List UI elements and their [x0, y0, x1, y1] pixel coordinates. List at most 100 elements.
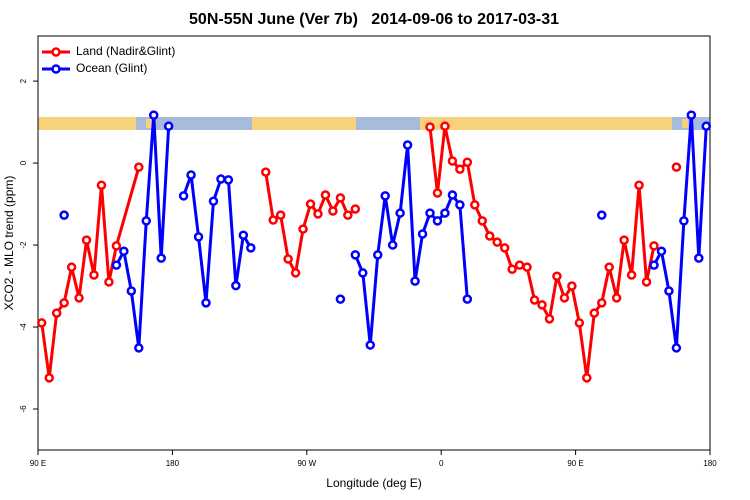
- data-point: [440, 121, 450, 131]
- data-point: [649, 260, 659, 270]
- data-point: [664, 286, 674, 296]
- land-band: [252, 117, 356, 130]
- data-point: [343, 210, 353, 220]
- data-point: [305, 199, 316, 209]
- data-point: [432, 188, 443, 198]
- data-point: [134, 162, 144, 172]
- data-point: [268, 215, 278, 225]
- data-point: [552, 271, 562, 281]
- data-point: [462, 294, 473, 304]
- land-band: [682, 119, 688, 128]
- data-point: [402, 140, 413, 150]
- x-tick-label: 90 E: [30, 459, 46, 468]
- data-point: [223, 175, 234, 185]
- data-point: [186, 170, 196, 180]
- data-point: [328, 206, 338, 216]
- data-point: [89, 270, 99, 280]
- data-point: [484, 231, 495, 241]
- series-line: [652, 115, 708, 349]
- data-point: [148, 110, 159, 120]
- data-point: [499, 243, 510, 253]
- data-point: [432, 216, 443, 226]
- data-point: [544, 314, 555, 324]
- data-point: [350, 204, 361, 214]
- data-point: [163, 121, 174, 131]
- land-ocean-strip: [38, 117, 710, 130]
- data-point: [686, 110, 697, 120]
- data-point: [582, 373, 592, 383]
- x-tick-label: 90 W: [297, 459, 316, 468]
- data-point: [492, 237, 502, 247]
- data-point: [246, 243, 256, 253]
- data-point: [119, 246, 129, 256]
- data-point: [358, 268, 368, 278]
- data-point: [141, 216, 152, 226]
- plot-frame: [37, 35, 711, 451]
- data-point: [238, 230, 249, 240]
- data-point: [51, 308, 62, 318]
- legend-marker: [51, 64, 61, 74]
- data-point: [455, 164, 465, 174]
- data-point: [522, 262, 532, 272]
- y-tick-label: 0: [19, 160, 28, 165]
- land-band: [420, 117, 672, 130]
- data-point: [320, 190, 331, 200]
- data-point: [447, 156, 458, 166]
- data-point: [447, 190, 458, 200]
- data-point: [656, 246, 667, 256]
- data-point: [96, 180, 107, 190]
- data-point: [596, 298, 607, 308]
- data-point: [387, 240, 398, 250]
- data-point: [104, 277, 114, 287]
- data-point: [81, 235, 92, 245]
- data-point: [36, 318, 47, 328]
- x-tick-label: 90 E: [567, 459, 583, 468]
- series-line: [182, 174, 253, 304]
- data-point: [701, 121, 712, 131]
- data-point: [193, 232, 204, 242]
- data-point: [634, 180, 644, 190]
- data-point: [298, 224, 308, 234]
- data-point: [66, 262, 77, 272]
- data-point: [611, 293, 622, 303]
- y-tick-label: -4: [19, 323, 28, 331]
- data-point: [260, 167, 271, 177]
- data-point: [425, 122, 435, 132]
- data-point: [574, 318, 585, 328]
- series-line: [353, 144, 469, 346]
- data-point: [641, 277, 652, 287]
- x-tick-label: 180: [703, 459, 717, 468]
- data-point: [596, 210, 607, 220]
- data-point: [283, 254, 293, 264]
- data-point: [455, 200, 465, 210]
- legend: Land (Nadir&Glint) Ocean (Glint): [42, 44, 175, 75]
- data-point: [440, 208, 450, 218]
- data-point: [626, 270, 637, 280]
- data-point: [126, 286, 137, 296]
- data-point: [604, 262, 614, 272]
- data-point: [679, 216, 689, 226]
- data-point: [372, 250, 383, 260]
- data-point: [216, 174, 226, 184]
- legend-label: Ocean (Glint): [76, 61, 147, 75]
- land-band: [146, 119, 152, 128]
- data-point: [410, 276, 420, 286]
- data-point: [514, 260, 525, 270]
- data-point: [231, 280, 241, 291]
- data-point: [559, 293, 570, 303]
- data-point: [694, 253, 704, 263]
- data-point: [671, 343, 682, 353]
- data-point: [671, 162, 682, 172]
- data-point: [470, 200, 480, 210]
- data-point: [208, 196, 219, 206]
- data-point: [365, 340, 376, 350]
- data-point: [134, 343, 144, 353]
- data-point: [335, 193, 346, 203]
- data-point: [313, 209, 323, 219]
- data-point: [335, 294, 346, 304]
- series-line: [40, 166, 141, 379]
- data-point: [350, 250, 361, 260]
- data-point: [425, 208, 435, 218]
- data-point: [275, 210, 286, 220]
